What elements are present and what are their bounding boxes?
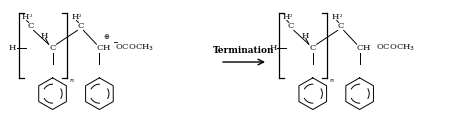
- Text: H: H: [103, 44, 110, 52]
- Text: H: H: [269, 44, 277, 52]
- Text: H: H: [282, 13, 290, 20]
- Text: $_2$: $_2$: [339, 13, 343, 20]
- Text: H: H: [41, 32, 48, 40]
- Text: C: C: [96, 44, 102, 52]
- Text: H: H: [363, 44, 370, 52]
- Text: H: H: [72, 13, 79, 20]
- Text: H: H: [332, 13, 339, 20]
- Text: Termination: Termination: [213, 46, 275, 55]
- Text: H: H: [301, 32, 309, 40]
- Text: C: C: [288, 22, 294, 30]
- Text: $_2$: $_2$: [289, 13, 293, 20]
- Text: OCOCH$_3$: OCOCH$_3$: [375, 43, 415, 53]
- Text: $_2$: $_2$: [79, 13, 82, 20]
- Text: n: n: [330, 78, 334, 83]
- Text: H: H: [22, 13, 29, 20]
- Text: $_2$: $_2$: [28, 13, 33, 20]
- Text: C: C: [77, 22, 83, 30]
- Text: C: C: [310, 44, 316, 52]
- Text: OCOCH$_3$: OCOCH$_3$: [115, 43, 155, 53]
- Text: $\oplus$: $\oplus$: [103, 32, 110, 41]
- Text: C: C: [337, 22, 344, 30]
- Text: C: C: [27, 22, 34, 30]
- Text: n: n: [70, 78, 73, 83]
- Text: C: C: [49, 44, 56, 52]
- Text: H: H: [9, 44, 16, 52]
- Text: C: C: [356, 44, 363, 52]
